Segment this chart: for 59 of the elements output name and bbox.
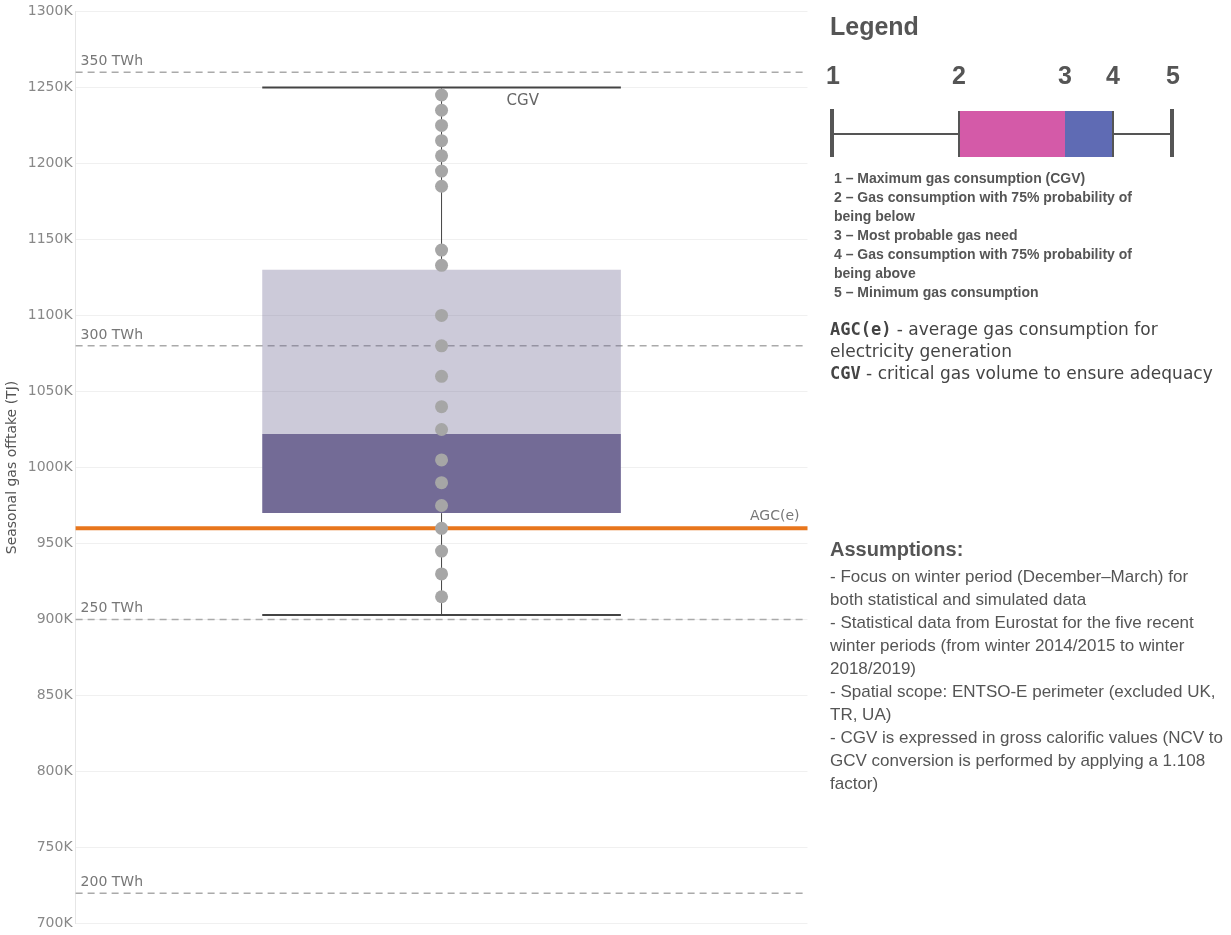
ref-line-label: 350 TWh xyxy=(80,51,144,68)
y-tick-label: 800K xyxy=(36,762,74,779)
point xyxy=(435,164,449,178)
point xyxy=(435,544,449,558)
text: 3 – Most probable gas need xyxy=(834,226,1019,245)
text: - Focus on winter period (December–March) for both statistical and simulated data xyxy=(830,566,1190,611)
point xyxy=(435,179,449,193)
text: 1 – Maximum gas consumption (CGV) xyxy=(834,169,1087,188)
text: 4 – Gas consumption with 75% probability of being above xyxy=(834,245,1133,283)
y-tick-label: 850K xyxy=(36,686,74,703)
y-tick-label: 1100K xyxy=(27,306,74,323)
y-tick-label: 950K xyxy=(36,534,74,551)
point xyxy=(435,567,449,581)
category-label: 4 xyxy=(1106,61,1120,90)
y-axis-title: Seasonal gas offtake (TJ) xyxy=(3,380,20,555)
point xyxy=(435,339,449,353)
y-tick-label: 1150K xyxy=(27,230,74,247)
point xyxy=(435,476,449,490)
text: - CGV is expressed in gross calorific values (NCV to GCV conversion is performed by applying a 1.108 factor) xyxy=(830,727,1225,795)
ref-line-label: 250 TWh xyxy=(80,599,144,616)
y-tick-label: 1300K xyxy=(27,2,74,19)
point xyxy=(435,243,449,257)
text: 5 – Minimum gas consumption xyxy=(834,283,1040,302)
point xyxy=(435,88,449,102)
point xyxy=(435,118,449,132)
y-tick-label: 1000K xyxy=(27,458,74,475)
y-tick-label: 1050K xyxy=(27,382,74,399)
point xyxy=(435,499,449,513)
point xyxy=(435,103,449,117)
point xyxy=(435,400,449,414)
y-tick-label: 700K xyxy=(36,914,74,931)
text: AGC(e) - average gas consumption for electricity generation xyxy=(830,319,1158,361)
text: - Statistical data from Eurostat for the five recent winter periods (from winter 2014/2015 to winter 2018/2019) xyxy=(830,612,1195,680)
point xyxy=(435,149,449,163)
text: Assumptions: xyxy=(830,538,965,561)
point xyxy=(435,422,449,436)
y-tick-label: 900K xyxy=(36,610,74,627)
text: CGV - critical gas volume to ensure adequacy xyxy=(830,363,1213,383)
ref-line-label: AGC(e) xyxy=(750,506,800,523)
y-tick-label: 750K xyxy=(36,838,74,855)
category-label: 1 xyxy=(826,61,840,90)
text: Legend xyxy=(830,12,920,41)
category-label: 3 xyxy=(1058,61,1072,90)
ref-line-label: 200 TWh xyxy=(80,872,144,889)
point xyxy=(435,134,449,148)
point xyxy=(435,590,449,604)
point xyxy=(435,308,449,322)
y-tick-label: 1250K xyxy=(27,78,74,95)
ref-line-label: 300 TWh xyxy=(80,325,144,342)
category-label: 2 xyxy=(952,61,966,90)
y-tick-label: 1200K xyxy=(27,154,74,171)
point xyxy=(435,453,449,467)
text: - Spatial scope: ENTSO-E perimeter (excluded UK, TR, UA) xyxy=(830,681,1217,726)
text: 2 – Gas consumption with 75% probability of being below xyxy=(834,188,1133,226)
point xyxy=(435,258,449,272)
category-label: 5 xyxy=(1166,61,1180,90)
point xyxy=(435,521,449,535)
annotation: CGV xyxy=(506,90,540,109)
point xyxy=(435,369,449,383)
